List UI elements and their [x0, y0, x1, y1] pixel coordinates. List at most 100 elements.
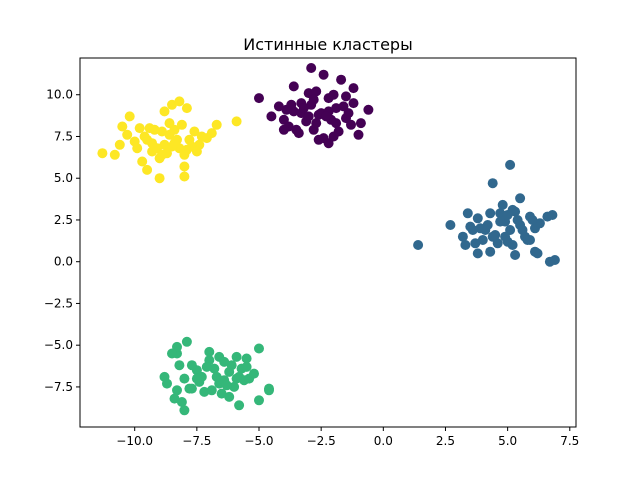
cluster-1-point — [477, 235, 488, 245]
cluster-2-point — [249, 368, 259, 379]
cluster-2-point — [169, 393, 180, 404]
cluster-2-point — [209, 363, 220, 374]
cluster-2-point — [179, 373, 190, 384]
cluster-0-point — [328, 131, 339, 142]
cluster-3-point — [211, 119, 222, 130]
cluster-3-point — [117, 121, 128, 132]
y-tick-label: 2.5 — [54, 213, 73, 227]
cluster-1-point — [507, 240, 518, 250]
cluster-1-point — [470, 238, 481, 249]
cluster-2-point — [186, 360, 197, 371]
cluster-3-point — [206, 128, 217, 139]
cluster-2-point — [181, 336, 192, 347]
cluster-3-point — [114, 139, 125, 150]
cluster-2-point — [231, 373, 242, 384]
cluster-2-point — [241, 361, 252, 372]
cluster-3-point — [191, 146, 202, 157]
cluster-2-point — [216, 388, 227, 399]
x-tick-label: −5.0 — [244, 434, 273, 448]
cluster-0-point — [341, 91, 351, 102]
cluster-2-point — [211, 371, 222, 382]
cluster-3-point — [179, 161, 190, 172]
cluster-3-point — [159, 106, 170, 117]
cluster-1-point — [472, 213, 483, 224]
cluster-0-point — [348, 83, 359, 94]
chart-title: Истинные кластеры — [243, 35, 412, 54]
cluster-1-point — [500, 231, 511, 242]
cluster-3-point — [137, 156, 148, 167]
axes-layer: −10.0 −7.5 −5.0 −2.5 0.0 2.5 5.0 7.5 −7.5 −5.0 −2.… — [44, 88, 579, 448]
cluster-0-point — [363, 104, 374, 115]
cluster-3-point — [174, 96, 185, 107]
cluster-3-point — [122, 129, 133, 140]
cluster-3-point — [132, 143, 143, 154]
cluster-1-point — [485, 208, 496, 219]
points-layer — [97, 63, 560, 416]
cluster-2-point — [199, 386, 210, 397]
cluster-0-point — [313, 134, 324, 145]
cluster-3-point — [157, 149, 167, 160]
cluster-3-point — [169, 138, 180, 149]
cluster-1-point — [544, 256, 555, 267]
cluster-0-point — [321, 111, 332, 122]
x-tick-label: 7.5 — [560, 434, 579, 448]
cluster-3-point — [124, 111, 135, 122]
plot-frame — [79, 57, 577, 428]
cluster-3-point — [189, 126, 200, 137]
cluster-2-point — [162, 378, 172, 389]
cluster-2-point — [167, 348, 177, 359]
x-tick-label: 2.5 — [436, 434, 455, 448]
cluster-1-point — [532, 248, 543, 259]
cluster-1-point — [525, 235, 535, 245]
cluster-0-point — [303, 111, 314, 122]
cluster-1-point — [512, 215, 523, 225]
cluster-2-point — [179, 405, 190, 416]
cluster-0-point — [353, 129, 364, 140]
x-tick-label: 0.0 — [374, 434, 393, 448]
cluster-0-point — [266, 111, 277, 122]
cluster-2-point — [204, 346, 215, 357]
cluster-2-point — [234, 400, 245, 411]
y-tick-label: 0.0 — [54, 255, 73, 269]
cluster-3-point — [196, 131, 207, 142]
cluster-2-point — [226, 360, 237, 371]
cluster-2-point — [186, 383, 197, 394]
x-tick-label: −10.0 — [116, 434, 153, 448]
cluster-2-point — [219, 356, 230, 367]
cluster-0-point — [308, 94, 319, 105]
y-tick-label: −7.5 — [44, 380, 73, 394]
cluster-3-point — [179, 171, 190, 182]
cluster-0-point — [286, 99, 297, 110]
cluster-0-point — [288, 81, 299, 92]
cluster-3-point — [176, 119, 187, 130]
cluster-3-point — [109, 149, 120, 160]
cluster-3-point — [149, 124, 160, 135]
cluster-3-point — [147, 138, 158, 149]
cluster-0-point — [254, 93, 264, 104]
cluster-0-point — [355, 118, 366, 129]
cluster-3-point — [134, 123, 145, 134]
cluster-0-point — [348, 98, 359, 109]
cluster-1-point — [502, 210, 513, 220]
y-tick-label: 5.0 — [54, 171, 73, 185]
cluster-1-point — [472, 248, 483, 259]
cluster-0-point — [328, 89, 339, 100]
cluster-1-point — [465, 221, 476, 232]
cluster-1-point — [517, 225, 528, 235]
cluster-1-point — [485, 246, 496, 257]
cluster-2-point — [241, 353, 252, 364]
cluster-1-point — [547, 210, 558, 220]
cluster-2-point — [201, 361, 212, 372]
cluster-1-point — [462, 208, 473, 219]
x-tick-label: 5.0 — [498, 434, 517, 448]
cluster-2-point — [254, 343, 264, 354]
cluster-2-point — [206, 385, 217, 396]
cluster-2-point — [174, 360, 185, 371]
cluster-2-point — [172, 385, 182, 396]
cluster-2-point — [231, 351, 242, 362]
cluster-3-point — [154, 173, 165, 184]
y-tick-label: 10.0 — [46, 88, 73, 102]
cluster-1-point — [527, 215, 538, 225]
